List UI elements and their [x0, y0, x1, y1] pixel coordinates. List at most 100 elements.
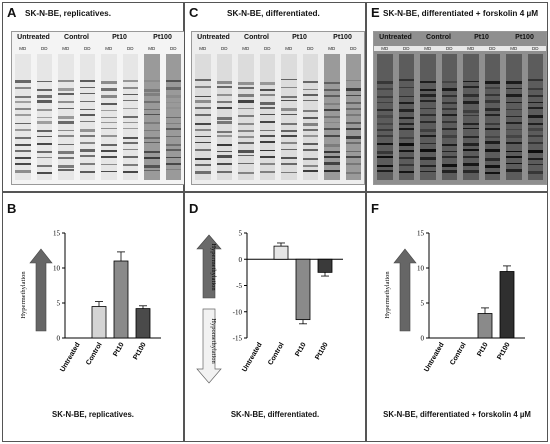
- gel-band: [36, 108, 52, 111]
- gel-band: [259, 101, 275, 105]
- bar: [499, 271, 515, 339]
- gel-band: [144, 113, 160, 115]
- gel-band: [398, 127, 414, 130]
- gel-band: [216, 171, 232, 174]
- gel-band: [463, 123, 479, 126]
- gel-band: [15, 87, 31, 90]
- gel-band: [420, 164, 436, 167]
- gel-band: [345, 135, 361, 139]
- gel-band: [377, 114, 393, 118]
- panel-letter: D: [189, 201, 199, 216]
- gel-lane: [36, 54, 52, 180]
- gel-band: [441, 102, 457, 105]
- gel-band: [15, 80, 31, 84]
- gel-lane-label: DD: [41, 46, 48, 51]
- up-arrow-icon: [393, 248, 417, 332]
- chart-caption: SK-N-BE, replicatives.: [52, 410, 134, 419]
- gel-band: [58, 169, 74, 172]
- gel-group-label: Untreated: [379, 34, 412, 41]
- gel-band: [15, 143, 31, 146]
- gel-band: [398, 116, 414, 119]
- gel-band: [144, 129, 160, 131]
- gel-band: [345, 102, 361, 105]
- gel-band: [36, 157, 52, 159]
- gel-band: [420, 80, 436, 83]
- gel-band: [122, 164, 138, 167]
- x-tick-label: Control: [267, 341, 286, 366]
- gel-band: [506, 80, 522, 84]
- gel-band: [398, 156, 414, 159]
- gel-band: [506, 135, 522, 139]
- gel-lane: [506, 54, 522, 180]
- gel-band: [15, 123, 31, 125]
- gel-band: [216, 107, 232, 110]
- gel-band: [420, 142, 436, 144]
- gel-band: [398, 136, 414, 139]
- gel-band: [79, 80, 95, 83]
- gel-band: [420, 156, 436, 160]
- gel-band: [58, 135, 74, 138]
- gel-band: [122, 108, 138, 110]
- gel-lane: [527, 54, 543, 180]
- panel-f: F 0 5 10 15 Untreated Control Pt10 Pt100 Hyperme…: [366, 192, 548, 442]
- x-tick-label: Pt100: [314, 341, 329, 361]
- gel-band: [165, 135, 181, 137]
- gel-band: [398, 79, 414, 82]
- gel-band: [101, 155, 117, 158]
- gel-band: [420, 134, 436, 137]
- gel-band: [165, 128, 181, 131]
- y-tick-label: 10: [53, 265, 61, 273]
- gel-band: [165, 106, 181, 109]
- arrow-label: Hypermethylation: [210, 243, 217, 291]
- bar: [135, 308, 151, 339]
- gel-band: [259, 81, 275, 85]
- gel-band: [463, 100, 479, 104]
- gel-band: [463, 162, 479, 166]
- gel-band: [420, 171, 436, 173]
- y-tick-label: 5: [57, 300, 61, 308]
- gel-band: [302, 109, 318, 112]
- gel-lane-label: MD: [328, 46, 336, 51]
- gel-band: [144, 109, 160, 111]
- gel-band: [195, 141, 211, 143]
- gel-lane: [484, 54, 500, 180]
- gel-band: [36, 116, 52, 118]
- gel-band: [101, 109, 117, 111]
- gel-band: [122, 80, 138, 83]
- chart-b: 0 5 10 15 Untreated Control Pt10 Pt100 Hypermeth…: [20, 230, 161, 373]
- gel-lane: [302, 54, 318, 180]
- gel-band: [302, 122, 318, 126]
- gel-lane-label: MD: [62, 46, 70, 51]
- gel-band: [527, 150, 543, 154]
- gel-band: [420, 99, 436, 102]
- gel-band: [420, 148, 436, 152]
- bar: [113, 260, 129, 339]
- gel-band: [58, 107, 74, 109]
- gel-lane-label: DD: [307, 46, 314, 51]
- bar: [273, 245, 289, 260]
- gel-band: [238, 115, 254, 118]
- gel-group-label: Pt10: [292, 34, 307, 41]
- y-tick-label: 15: [417, 230, 425, 238]
- gel-band: [377, 129, 393, 132]
- gel-band: [79, 129, 95, 133]
- panel-title: SK-N-BE, differentiated.: [227, 9, 320, 18]
- gel-band: [345, 79, 361, 81]
- gel-band: [302, 129, 318, 132]
- gel-band: [527, 163, 543, 165]
- gel-band: [259, 170, 275, 173]
- x-tick-label: Pt10: [294, 341, 308, 357]
- gel-lane: [259, 54, 275, 180]
- gel-lane: [216, 54, 232, 180]
- gel-band: [15, 101, 31, 104]
- gel-lane-label: MD: [285, 46, 293, 51]
- gel-lane-label: DD: [395, 46, 417, 51]
- gel-band: [195, 107, 211, 110]
- gel-band: [441, 108, 457, 111]
- up-arrow-icon: [29, 248, 53, 332]
- gel-band: [101, 170, 117, 172]
- y-tick-label: 15: [53, 230, 61, 238]
- gel-band: [281, 114, 297, 116]
- gel-band: [484, 141, 500, 145]
- bar: [91, 306, 107, 339]
